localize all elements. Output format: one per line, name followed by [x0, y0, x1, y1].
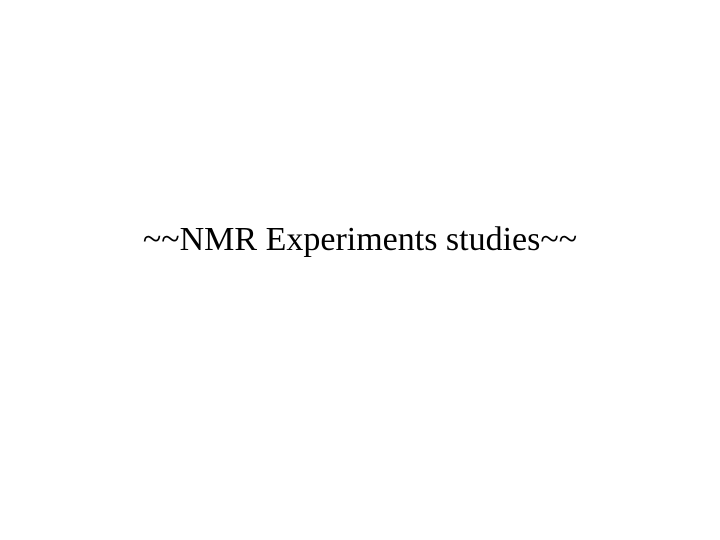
- slide-title: ~~NMR Experiments studies~~: [143, 221, 577, 259]
